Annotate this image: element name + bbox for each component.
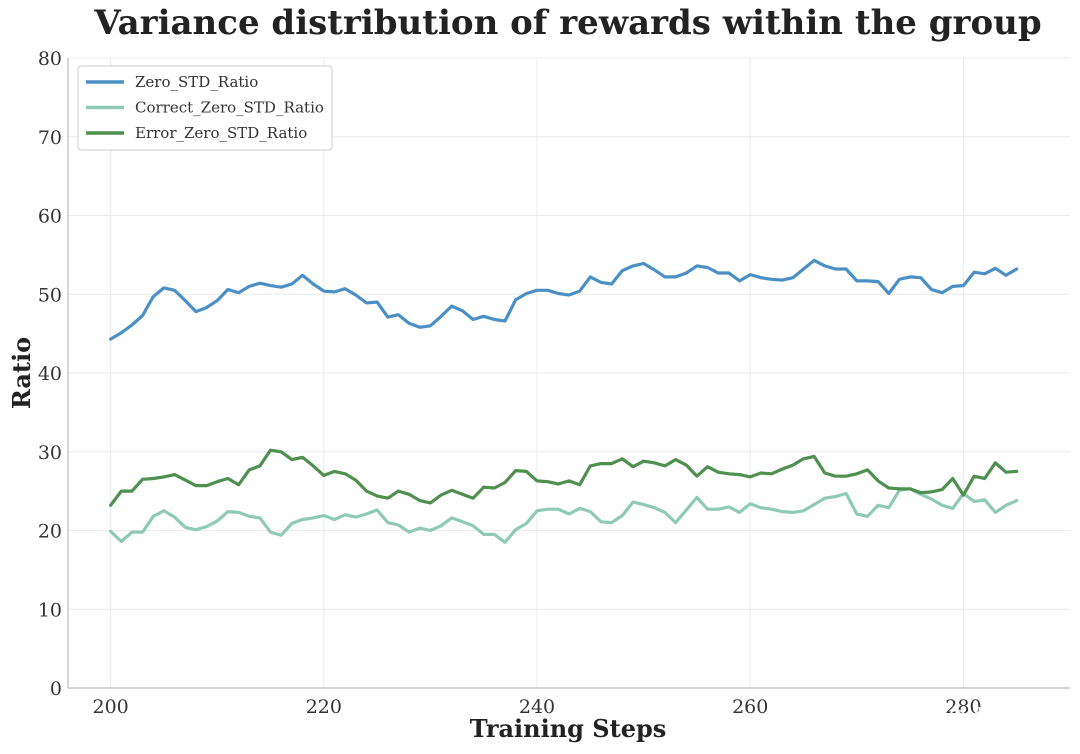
legend-label: Correct_Zero_STD_Ratio xyxy=(135,99,324,117)
y-tick-label: 50 xyxy=(38,284,62,306)
y-axis-label: Ratio xyxy=(7,337,36,409)
y-tick-label: 70 xyxy=(38,127,62,149)
x-tick-label: 260 xyxy=(732,696,768,718)
y-tick-label: 60 xyxy=(38,206,62,228)
series-line-correct-zero-std-ratio xyxy=(108,487,1019,544)
series-lines xyxy=(108,258,1019,544)
watermark: 掘金技术社区 @ 机器之心 xyxy=(814,706,1058,730)
x-tick-label: 220 xyxy=(306,696,342,718)
series-line-zero-std-ratio xyxy=(108,258,1019,341)
x-tick-label: 200 xyxy=(93,696,129,718)
y-tick-label: 20 xyxy=(38,521,62,543)
x-tick-label: 280 xyxy=(945,696,981,718)
x-axis-label: Training Steps xyxy=(470,714,667,743)
axes xyxy=(67,58,1070,689)
tick-labels: 0 10 20 30 40 50 60 70 80 200 220 240 260 280 xyxy=(38,48,982,718)
legend: Zero_STD_Ratio Correct_Zero_STD_Ratio Erro… xyxy=(77,65,333,151)
chart-title: Variance distribution of rewards within … xyxy=(93,3,1041,43)
y-tick-label: 40 xyxy=(38,363,62,385)
y-tick-label: 80 xyxy=(38,48,62,70)
legend-label: Error_Zero_STD_Ratio xyxy=(135,124,307,142)
legend-box xyxy=(77,65,333,151)
series-line-error-zero-std-ratio xyxy=(108,448,1019,507)
grid-lines xyxy=(68,57,1070,689)
y-tick-label: 0 xyxy=(50,678,62,700)
legend-label: Zero_STD_Ratio xyxy=(135,73,258,91)
y-tick-label: 10 xyxy=(38,599,62,621)
y-tick-label: 30 xyxy=(38,442,62,464)
x-tick-label: 240 xyxy=(519,696,555,718)
